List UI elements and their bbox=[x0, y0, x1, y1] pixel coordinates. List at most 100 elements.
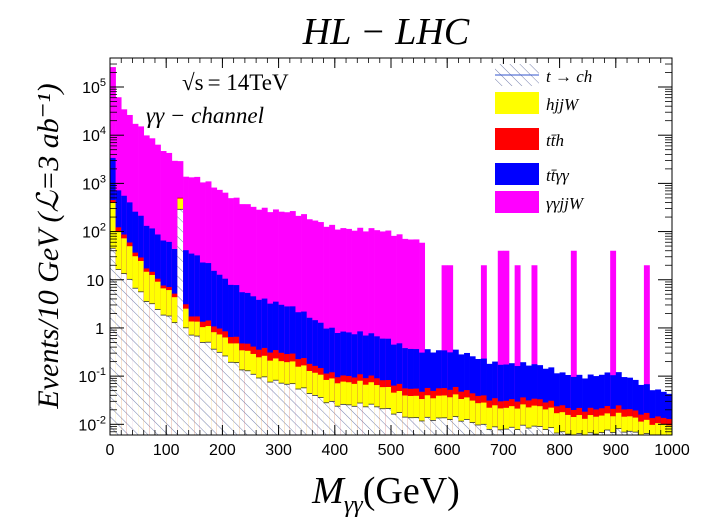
bar-tch-555 bbox=[419, 420, 426, 435]
bar-tch-135 bbox=[183, 327, 189, 435]
bar-hjjW-955 bbox=[643, 419, 650, 435]
bar-tch-65 bbox=[143, 301, 150, 435]
bar-tch-95 bbox=[160, 315, 167, 435]
bar-hjjW-795 bbox=[553, 413, 560, 435]
bar-hjjW-695 bbox=[497, 408, 504, 435]
bar-tch-165 bbox=[199, 342, 206, 435]
bar-γγjjW-505 bbox=[391, 235, 397, 435]
bar-tch-775 bbox=[542, 429, 549, 435]
bar-γγjjW-405 bbox=[334, 229, 341, 435]
bar-tch-225 bbox=[233, 362, 240, 435]
bar-tt̄γγ-935 bbox=[632, 379, 639, 435]
bar-γγjjW-665 bbox=[480, 265, 487, 435]
bar-tt̄γγ-675 bbox=[486, 363, 493, 435]
bar-γγjjW-515 bbox=[396, 234, 403, 435]
bar-tch-565 bbox=[424, 417, 431, 435]
bar-hjjW-855 bbox=[587, 415, 594, 435]
bar-tt̄γγ-995 bbox=[666, 393, 672, 435]
bar-tt̄γγ-775 bbox=[542, 368, 549, 435]
bar-tch-705 bbox=[503, 429, 510, 435]
bar-tch-105 bbox=[166, 316, 173, 435]
x-axis-label-sub: γγ bbox=[344, 492, 363, 518]
bar-tch-85 bbox=[154, 309, 161, 435]
bar-tt̄γγ-825 bbox=[570, 376, 577, 435]
bar-hjjW-915 bbox=[621, 416, 628, 435]
bar-tch-55 bbox=[138, 291, 145, 435]
energy-value: = 14TeV bbox=[208, 70, 289, 95]
bar-γγjjW-705 bbox=[503, 250, 510, 435]
bar-tt̄γγ-695 bbox=[497, 364, 504, 435]
bar-tch-15 bbox=[115, 269, 122, 435]
bar-tch-905 bbox=[615, 428, 622, 435]
bar-hjjW-735 bbox=[520, 404, 527, 435]
bar-tt̄γγ-795 bbox=[553, 373, 560, 435]
channel-annotation: γγ − channel bbox=[146, 103, 264, 128]
bar-tch-465 bbox=[368, 404, 375, 435]
legend-item: tt̄h bbox=[495, 128, 564, 150]
bar-hjjW-755 bbox=[531, 405, 538, 435]
x-tick-label: 200 bbox=[209, 442, 236, 459]
bar-tch-855 bbox=[587, 432, 594, 435]
bar-hjjW-615 bbox=[452, 394, 459, 435]
x-tick-label: 1000 bbox=[654, 442, 690, 459]
bar-tt̄γγ-865 bbox=[593, 376, 600, 435]
bar-hjjW-945 bbox=[638, 421, 645, 435]
bar-tch-605 bbox=[447, 419, 454, 435]
bar-tch-315 bbox=[284, 384, 291, 435]
y-axis-label: Events/10 GeV (ℒ=3 ab⁻¹) bbox=[32, 83, 65, 409]
bar-tch-345 bbox=[301, 387, 307, 435]
bar-tt̄γγ-835 bbox=[576, 374, 583, 435]
x-axis-label-var: M bbox=[311, 470, 346, 512]
bar-γγjjW-725 bbox=[514, 265, 521, 435]
bar-tt̄γγ-955 bbox=[643, 384, 650, 435]
bar-tch-205 bbox=[222, 355, 229, 435]
x-tick-label: 0 bbox=[106, 442, 115, 459]
x-tick-label: 300 bbox=[265, 442, 292, 459]
bar-tch-415 bbox=[340, 404, 347, 435]
bar-tt̄γγ-915 bbox=[621, 377, 628, 435]
bar-tch-455 bbox=[362, 406, 369, 435]
bar-hjjW-675 bbox=[486, 407, 493, 435]
bar-hjjW-975 bbox=[655, 423, 662, 435]
bar-tch-255 bbox=[250, 374, 257, 435]
legend-swatch bbox=[495, 92, 539, 114]
bar-hjjW-845 bbox=[582, 418, 588, 435]
legend-label: tt̄γγ bbox=[546, 166, 570, 185]
bar-tch-265 bbox=[256, 377, 263, 435]
y-tick-label: 10 bbox=[86, 273, 104, 290]
bar-tch-765 bbox=[537, 426, 544, 435]
bar-tch-835 bbox=[576, 433, 583, 435]
bar-tch-575 bbox=[430, 420, 437, 435]
bar-tch-925 bbox=[627, 431, 633, 435]
bar-γγjjW-895 bbox=[610, 250, 617, 435]
bar-tch-125 bbox=[177, 209, 184, 435]
bar-tch-395 bbox=[329, 401, 336, 435]
legend-swatch bbox=[495, 128, 539, 150]
bar-tch-385 bbox=[323, 402, 330, 435]
legend: t → ch hjjW tt̄h tt̄γγ γγjjW bbox=[495, 64, 592, 213]
bar-tch-645 bbox=[469, 422, 476, 435]
bar-tt̄γγ-855 bbox=[587, 374, 594, 435]
bar-tt̄γγ-805 bbox=[559, 372, 566, 435]
bar-tt̄γγ-945 bbox=[638, 384, 645, 435]
legend-label: tt̄h bbox=[546, 131, 564, 150]
bar-tch-325 bbox=[289, 383, 296, 435]
bar-tch-525 bbox=[402, 417, 409, 435]
bar-tch-715 bbox=[509, 427, 515, 435]
y-tick-label: 10-2 bbox=[78, 414, 106, 434]
bar-tch-335 bbox=[295, 389, 302, 435]
bar-tch-185 bbox=[211, 349, 218, 435]
bar-hjjW-995 bbox=[666, 425, 672, 435]
bar-tt̄γγ-925 bbox=[627, 377, 633, 435]
bar-tch-875 bbox=[598, 432, 605, 435]
bar-tch-175 bbox=[205, 342, 212, 435]
bar-hjjW-905 bbox=[615, 412, 622, 435]
bar-hjjW-535 bbox=[407, 396, 414, 435]
bar-tch-675 bbox=[486, 429, 493, 435]
bar-tch-305 bbox=[278, 383, 285, 435]
bar-tt̄γγ-885 bbox=[604, 372, 611, 435]
bar-hjjW-725 bbox=[514, 408, 521, 435]
bar-tch-475 bbox=[374, 406, 381, 435]
bar-tch-425 bbox=[346, 404, 352, 435]
bar-γγjjW-955 bbox=[643, 265, 650, 435]
